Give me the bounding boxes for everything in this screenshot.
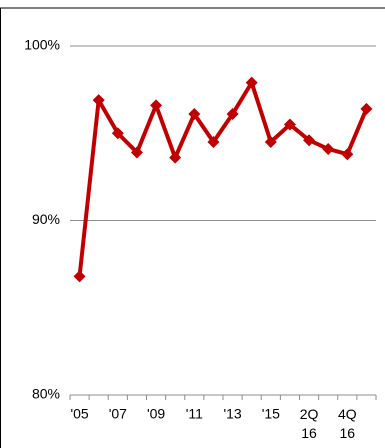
x-tick-label: '13 bbox=[223, 406, 241, 422]
x-tick-label: 4Q 16 bbox=[338, 406, 357, 441]
marker bbox=[283, 118, 296, 131]
marker bbox=[73, 270, 86, 283]
marker bbox=[169, 151, 182, 164]
marker bbox=[130, 146, 143, 159]
marker bbox=[245, 76, 258, 89]
marker bbox=[322, 142, 335, 155]
marker bbox=[226, 108, 239, 121]
x-tick-label: '05 bbox=[70, 406, 88, 422]
marker bbox=[303, 134, 316, 147]
marker bbox=[92, 94, 105, 107]
x-tick-label: 2Q 16 bbox=[300, 406, 319, 441]
line bbox=[77, 80, 369, 277]
marker bbox=[188, 108, 201, 121]
marker bbox=[150, 99, 163, 112]
marker bbox=[264, 135, 277, 148]
x-tick-label: '09 bbox=[147, 406, 165, 422]
x-tick-label: '07 bbox=[109, 406, 127, 422]
x-tick-label: '11 bbox=[186, 406, 203, 422]
marker bbox=[111, 127, 124, 140]
marker bbox=[207, 135, 220, 148]
marker bbox=[341, 148, 354, 161]
x-tick-label: '15 bbox=[262, 406, 280, 422]
marker bbox=[360, 102, 373, 115]
y-tick-label: 90% bbox=[32, 211, 60, 227]
y-tick-label: 80% bbox=[32, 386, 60, 402]
y-tick-label: 100% bbox=[24, 37, 60, 53]
